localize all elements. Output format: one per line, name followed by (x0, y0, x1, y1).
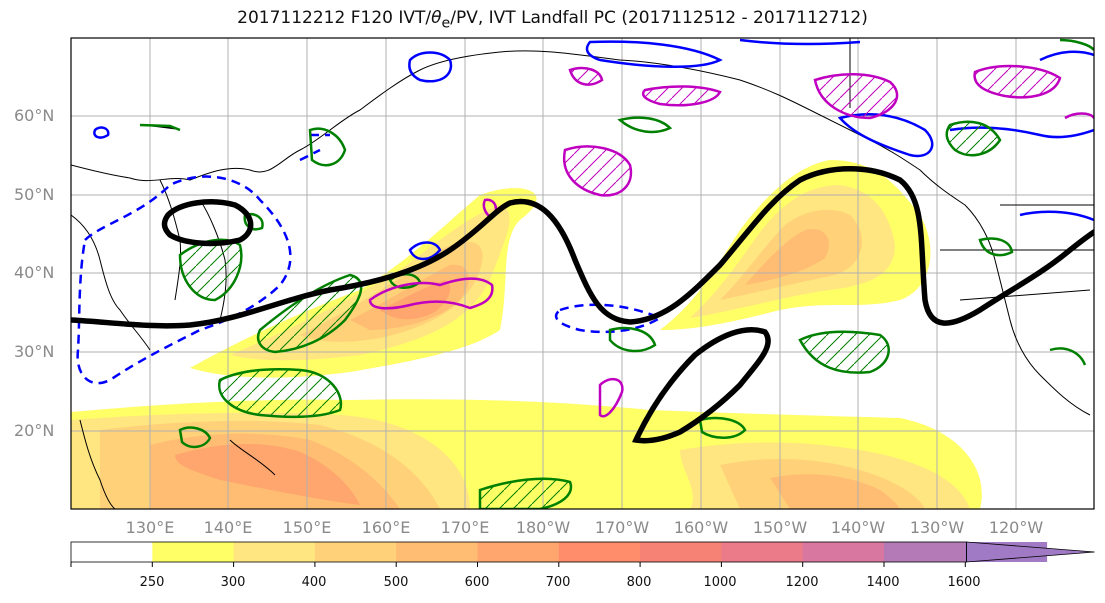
colorbar-tick: 600 (464, 575, 490, 590)
coastlines (71, 38, 1094, 509)
colorbar-tick: 1000 (703, 575, 737, 590)
lon-label-140w: 140°W (830, 518, 886, 537)
lon-label-130e: 130°E (125, 518, 175, 537)
colorbar-segment (233, 542, 316, 562)
colorbar-tick: 800 (626, 575, 652, 590)
lon-label-180w: 180°W (515, 518, 571, 537)
lon-label-160e: 160°E (361, 518, 411, 537)
lon-label-120w: 120°W (988, 518, 1044, 537)
lon-label-170w: 170°W (594, 518, 650, 537)
colorbar-tick: 300 (220, 575, 246, 590)
colorbar-segment (152, 542, 235, 562)
lat-label-30n: 30°N (14, 342, 55, 361)
figure-title: 2017112212 F120 IVT/θe/PV, IVT Landfall … (237, 8, 868, 32)
lon-label-130w: 130°W (909, 518, 965, 537)
pv-dashed-contours (76, 133, 663, 385)
theta-e-contours (139, 38, 1094, 509)
colorbar-segment (71, 542, 153, 562)
colorbar-frame (70, 541, 967, 563)
colorbar-tick: 250 (139, 575, 165, 590)
lat-label-40n: 40°N (14, 263, 55, 282)
lat-label-50n: 50°N (14, 185, 55, 204)
colorbar-segment (314, 542, 397, 562)
lat-label-60n: 60°N (14, 106, 55, 125)
graticule (71, 38, 1094, 509)
colorbar-segment (802, 542, 885, 562)
colorbar-tick: 500 (383, 575, 409, 590)
colorbar-tick: 1400 (866, 575, 900, 590)
ivt-filled-contours (71, 160, 982, 509)
colorbar-tick: 700 (545, 575, 571, 590)
colorbar-tick: 400 (301, 575, 327, 590)
colorbar-segment (396, 542, 478, 562)
colorbar-segment (558, 542, 641, 562)
colorbar-tick: 1200 (785, 575, 819, 590)
lon-label-150e: 150°E (282, 518, 332, 537)
lat-label-20n: 20°N (14, 421, 55, 440)
map-frame (70, 37, 1095, 510)
lon-label-170e: 170°E (440, 518, 490, 537)
colorbar (70, 541, 1095, 567)
colorbar-segment (640, 542, 722, 562)
colorbar-segment (477, 542, 560, 562)
colorbar-segment (721, 542, 804, 562)
lon-label-150w: 150°W (752, 518, 808, 537)
ivt-landfall-pc-contour (71, 166, 1094, 444)
colorbar-tick: 1600 (947, 575, 981, 590)
landfall-pc-contours (368, 64, 1094, 418)
lon-label-140e: 140°E (203, 518, 253, 537)
colorbar-segment (884, 542, 966, 562)
lon-label-160w: 160°W (673, 518, 729, 537)
